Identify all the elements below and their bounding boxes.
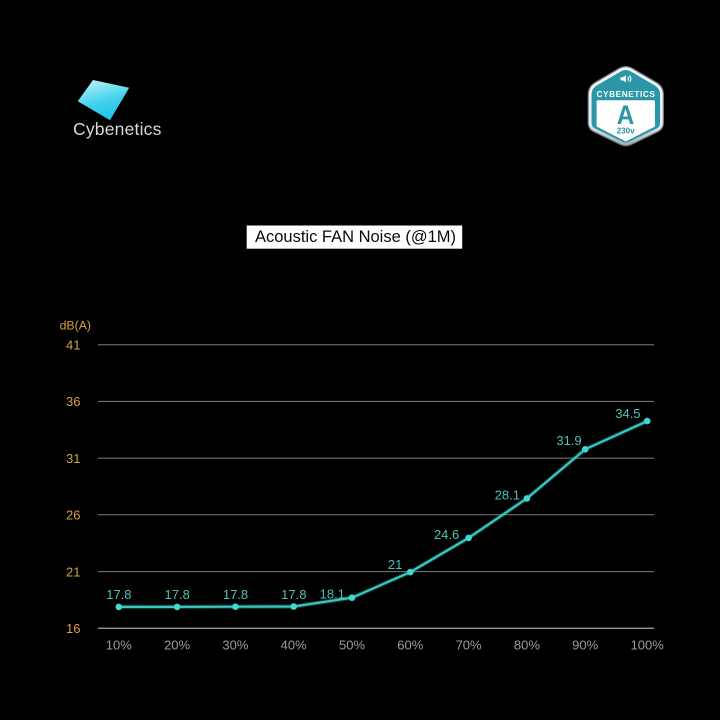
svg-text:Acoustic FAN Noise (@1M): Acoustic FAN Noise (@1M)	[255, 228, 456, 246]
svg-text:24.6: 24.6	[434, 527, 459, 542]
svg-text:21: 21	[388, 557, 402, 572]
svg-text:26: 26	[66, 508, 80, 523]
svg-text:230v: 230v	[617, 126, 635, 136]
svg-text:20%: 20%	[164, 638, 190, 653]
svg-text:Cybenetics: Cybenetics	[73, 119, 162, 139]
svg-text:40%: 40%	[281, 638, 307, 653]
svg-text:10%: 10%	[106, 638, 132, 653]
svg-text:70%: 70%	[456, 638, 482, 653]
svg-text:36: 36	[66, 394, 80, 409]
svg-text:18.1: 18.1	[320, 586, 345, 601]
svg-text:31: 31	[66, 451, 80, 466]
svg-text:90%: 90%	[572, 638, 598, 653]
svg-text:CYBENETICS: CYBENETICS	[597, 89, 656, 99]
svg-text:30%: 30%	[222, 638, 248, 653]
svg-text:60%: 60%	[397, 638, 423, 653]
svg-text:80%: 80%	[514, 638, 540, 653]
svg-text:34.5: 34.5	[615, 406, 640, 421]
svg-text:50%: 50%	[339, 638, 365, 653]
svg-text:41: 41	[66, 337, 80, 352]
svg-text:21: 21	[66, 564, 80, 579]
svg-text:28.1: 28.1	[495, 487, 520, 502]
svg-text:17.8: 17.8	[106, 587, 131, 602]
svg-text:100%: 100%	[631, 638, 665, 653]
svg-text:A: A	[617, 100, 635, 130]
svg-text:dB(A): dB(A)	[60, 318, 91, 332]
svg-text:17.8: 17.8	[165, 587, 190, 602]
svg-text:17.8: 17.8	[223, 587, 248, 602]
svg-text:31.9: 31.9	[556, 433, 581, 448]
svg-text:17.8: 17.8	[281, 587, 306, 602]
svg-text:16: 16	[66, 621, 80, 636]
